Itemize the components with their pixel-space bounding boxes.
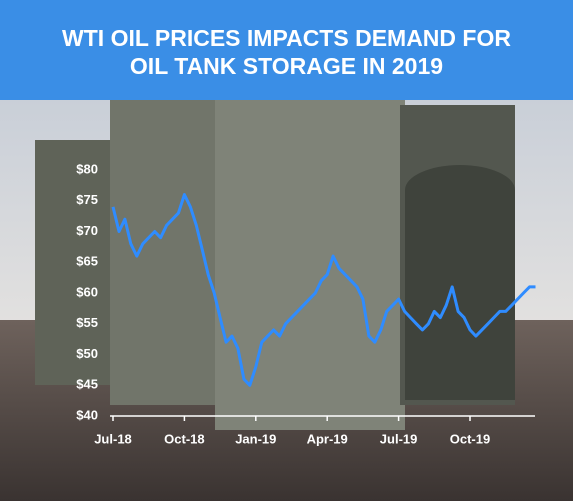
y-tick-label: $65 bbox=[76, 254, 98, 269]
x-tick-label: Jan-19 bbox=[235, 431, 276, 446]
chart-title: WTI OIL PRICES IMPACTS DEMAND FOR OIL TA… bbox=[0, 0, 573, 100]
y-tick-label: $80 bbox=[76, 161, 98, 176]
tank bbox=[110, 100, 230, 405]
y-tick-label: $70 bbox=[76, 223, 98, 238]
y-tick-label: $50 bbox=[76, 346, 98, 361]
y-tick-label: $60 bbox=[76, 284, 98, 299]
tank bbox=[215, 95, 405, 430]
y-tick-label: $75 bbox=[76, 192, 98, 207]
y-tick-label: $40 bbox=[76, 407, 98, 422]
x-tick-label: Jul-18 bbox=[94, 431, 132, 446]
x-tick-label: Apr-19 bbox=[307, 431, 348, 446]
y-tick-label: $55 bbox=[76, 315, 98, 330]
y-tick-label: $45 bbox=[76, 377, 98, 392]
x-tick-label: Oct-18 bbox=[164, 431, 204, 446]
x-tick-label: Oct-19 bbox=[450, 431, 490, 446]
price-line bbox=[111, 193, 536, 387]
x-tick-label: Jul-19 bbox=[380, 431, 418, 446]
tank bbox=[405, 190, 515, 400]
